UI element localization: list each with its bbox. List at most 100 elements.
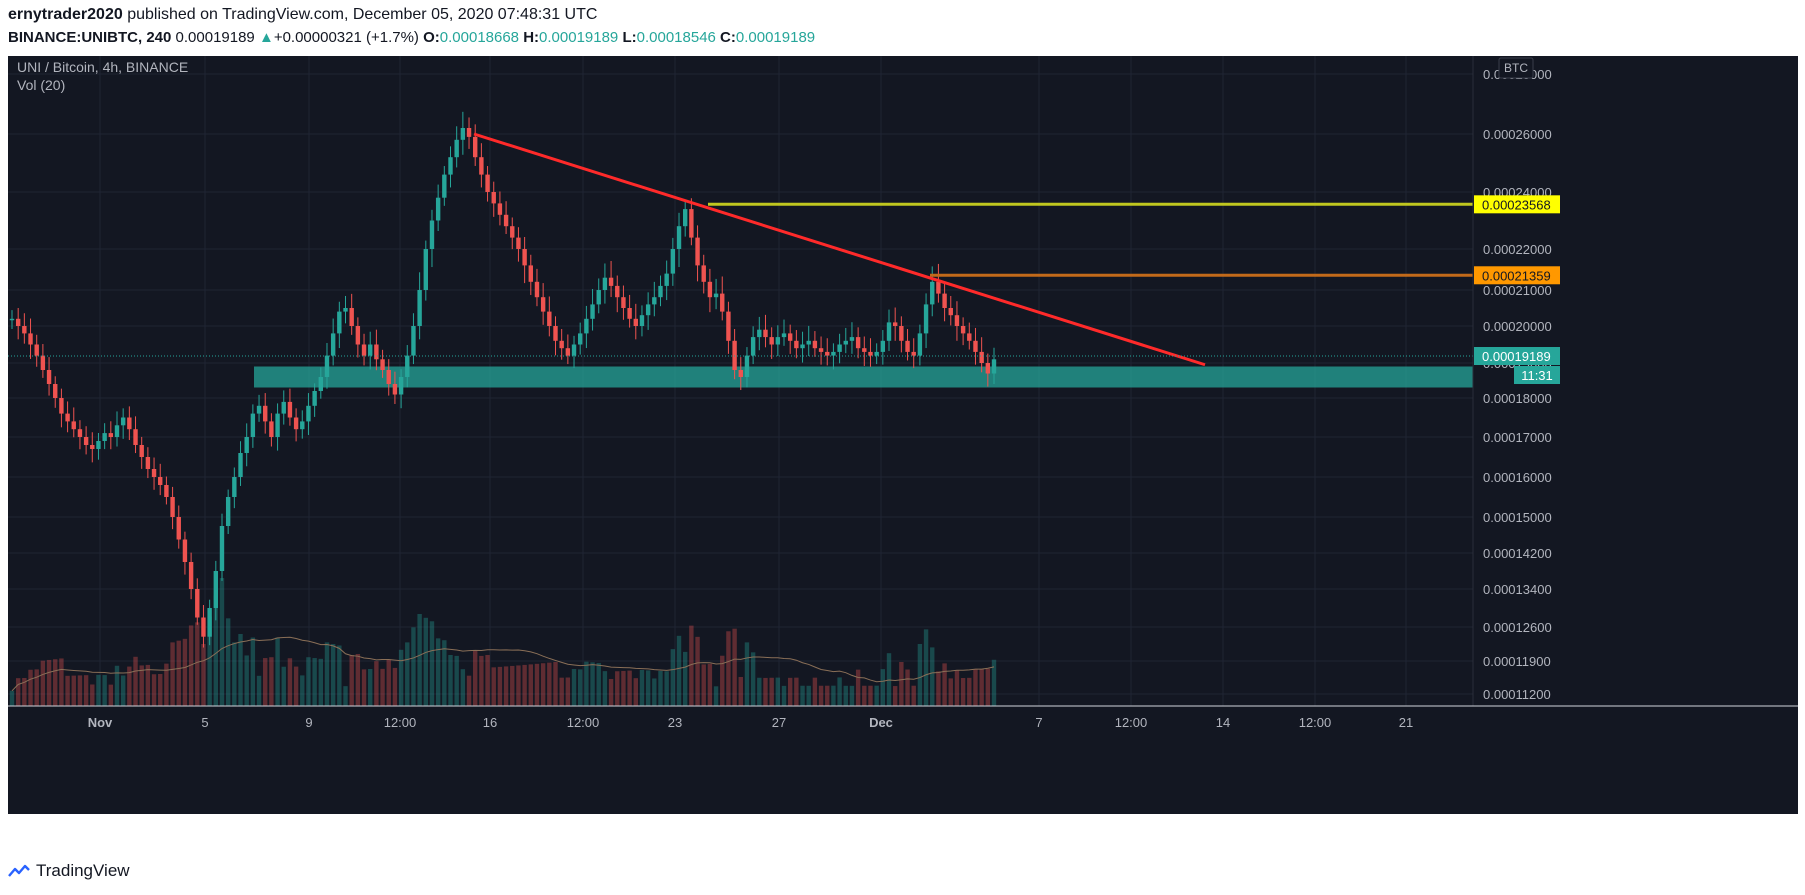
volume-bar bbox=[77, 675, 83, 706]
volume-bar bbox=[639, 670, 645, 706]
candle-body bbox=[232, 477, 237, 497]
price-label-text: 0.00019189 bbox=[1482, 349, 1551, 364]
volume-bar bbox=[176, 640, 181, 706]
candle-body bbox=[473, 136, 478, 158]
candle-body bbox=[442, 174, 447, 198]
price-axis[interactable]: 0.000280000.000260000.000240000.00022000… bbox=[1483, 67, 1552, 702]
volume-bar bbox=[133, 656, 138, 706]
last-price: 0.00019189 bbox=[175, 29, 255, 46]
volume-bar bbox=[596, 662, 601, 706]
author-name[interactable]: ernytrader2020 bbox=[8, 6, 123, 23]
volume-bar bbox=[664, 671, 669, 706]
volume-bar bbox=[15, 678, 21, 706]
chart-header: ernytrader2020 published on TradingView.… bbox=[8, 0, 1798, 56]
candle-body bbox=[868, 351, 873, 356]
volume-bar bbox=[127, 666, 132, 706]
candle-body bbox=[806, 340, 811, 345]
volume-bar bbox=[954, 670, 960, 706]
volume-bar bbox=[398, 649, 404, 706]
price-tick-label: 0.00021000 bbox=[1483, 283, 1552, 298]
volume-bar bbox=[948, 678, 953, 706]
volume-bar bbox=[985, 668, 991, 706]
support-zone[interactable] bbox=[254, 366, 1473, 388]
publish-line: ernytrader2020 published on TradingView.… bbox=[8, 6, 597, 24]
candle-body bbox=[164, 485, 169, 497]
candle-body bbox=[435, 197, 441, 221]
candle-body bbox=[77, 429, 83, 437]
volume-bar bbox=[510, 665, 515, 706]
candle-body bbox=[269, 421, 274, 437]
volume-bar bbox=[936, 671, 941, 706]
volume-bar bbox=[806, 685, 811, 706]
price-label-text: 0.00021359 bbox=[1482, 268, 1551, 283]
candle-body bbox=[800, 344, 805, 349]
volume-bar bbox=[726, 631, 731, 706]
price-tick-label: 0.00017000 bbox=[1483, 430, 1552, 445]
volume-bar bbox=[343, 686, 348, 706]
volume-bar bbox=[479, 655, 484, 706]
candle-body bbox=[522, 249, 527, 266]
volume-bar bbox=[170, 642, 175, 706]
candle-body bbox=[750, 337, 756, 356]
candle-body bbox=[960, 326, 966, 334]
candle-body bbox=[775, 337, 781, 345]
volume-bar bbox=[837, 677, 842, 706]
candle-body bbox=[145, 457, 151, 469]
volume-bar bbox=[602, 671, 608, 706]
candle-body bbox=[787, 333, 793, 341]
trendline[interactable] bbox=[473, 132, 1206, 367]
candle-body bbox=[645, 304, 651, 316]
volume-bar bbox=[120, 675, 126, 706]
volume-bar bbox=[293, 666, 299, 706]
candle-body bbox=[825, 351, 830, 356]
volume-bar bbox=[454, 655, 459, 706]
time-tick-label: 5 bbox=[201, 715, 208, 730]
volume-bar bbox=[429, 621, 435, 706]
volume-bar bbox=[83, 675, 89, 706]
volume-bar bbox=[46, 659, 52, 706]
candle-body bbox=[176, 517, 181, 540]
brand-name[interactable]: TradingView bbox=[36, 861, 130, 880]
time-axis[interactable]: Nov 5 9 12:00 16 12:00 23 27 Dec 7 12:00 14 12:00 21 bbox=[88, 715, 1414, 730]
volume-bar bbox=[40, 660, 46, 706]
volume-bar bbox=[516, 665, 521, 706]
price-chart[interactable]: UNI / Bitcoin, 4h, BINANCE Vol (20) 0.00… bbox=[8, 56, 1798, 814]
symbol-label[interactable]: BINANCE:UNIBTC, 240 bbox=[8, 29, 172, 46]
time-tick-label: 7 bbox=[1035, 715, 1042, 730]
candle-body bbox=[219, 526, 225, 571]
volume-bar bbox=[652, 678, 657, 706]
volume-bar bbox=[713, 686, 719, 706]
volume-bar bbox=[769, 677, 774, 706]
candle-body bbox=[615, 285, 620, 298]
volume-bar bbox=[405, 642, 410, 706]
tradingview-logo-icon[interactable] bbox=[8, 863, 30, 879]
volume-bar bbox=[930, 647, 935, 706]
candle-body bbox=[670, 249, 676, 274]
candle-body bbox=[936, 281, 941, 294]
candle-body bbox=[182, 539, 188, 562]
candle-body bbox=[96, 441, 101, 449]
chart-area[interactable]: UNI / Bitcoin, 4h, BINANCE Vol (20) 0.00… bbox=[8, 56, 1798, 814]
candle-body bbox=[497, 203, 503, 215]
price-tick-label: 0.00011200 bbox=[1483, 687, 1551, 702]
close-value: 0.00019189 bbox=[735, 29, 816, 46]
volume-bar bbox=[744, 642, 750, 706]
candle-body bbox=[818, 348, 824, 352]
candle-body bbox=[361, 344, 367, 356]
candle-body bbox=[948, 308, 953, 316]
volume-bar bbox=[818, 685, 824, 706]
candle-body bbox=[158, 477, 163, 485]
candle-body bbox=[201, 617, 206, 637]
candle-body bbox=[46, 370, 52, 384]
candle-body bbox=[633, 318, 638, 326]
volume-bar bbox=[991, 659, 997, 706]
candle-body bbox=[411, 326, 416, 356]
candle-body bbox=[503, 214, 509, 227]
candle-body bbox=[794, 340, 799, 349]
volume-bar bbox=[676, 635, 682, 706]
volume-bar bbox=[386, 659, 391, 706]
candle-body bbox=[22, 326, 27, 334]
volume-bar bbox=[195, 622, 200, 706]
candle-body bbox=[306, 405, 311, 422]
candle-body bbox=[293, 417, 299, 430]
